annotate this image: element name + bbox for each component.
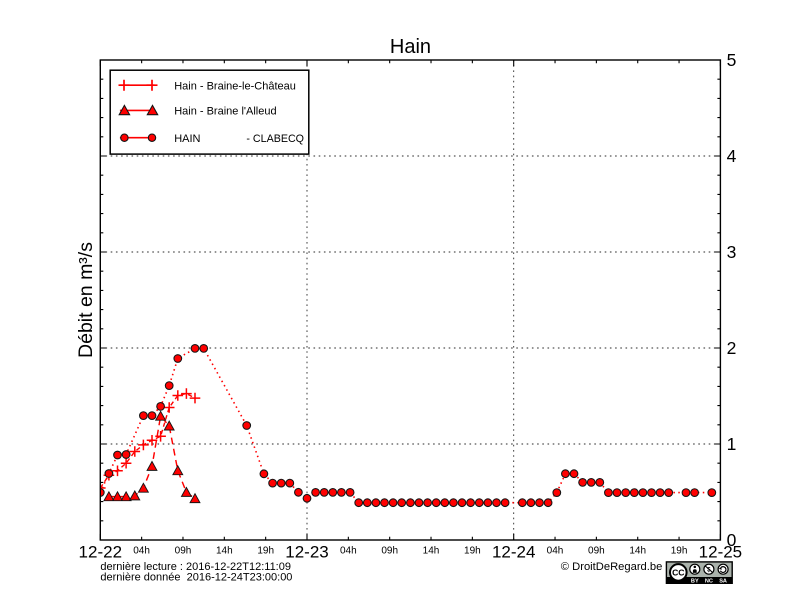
svg-text:HAIN: HAIN — [174, 133, 200, 145]
svg-text:04h: 04h — [133, 546, 150, 557]
svg-text:0: 0 — [727, 530, 737, 550]
svg-text:5: 5 — [727, 50, 737, 70]
svg-text:12-24: 12-24 — [492, 543, 535, 562]
svg-text:12-25: 12-25 — [699, 543, 742, 562]
svg-text:BY: BY — [691, 578, 699, 584]
svg-text:Hain - Braine l'Alleud: Hain - Braine l'Alleud — [174, 106, 276, 118]
svg-text:14h: 14h — [216, 546, 233, 557]
svg-text:dernière donnée 2016-12-24T23: dernière donnée 2016-12-24T23:00:00 — [100, 571, 292, 583]
svg-text:09h: 09h — [588, 546, 605, 557]
svg-text:1: 1 — [727, 434, 737, 454]
svg-text:Hain - Braine-le-Château: Hain - Braine-le-Château — [174, 81, 296, 93]
svg-text:3: 3 — [727, 242, 737, 262]
svg-text:$: $ — [707, 567, 711, 574]
svg-text:14h: 14h — [629, 546, 646, 557]
svg-text:CC: CC — [672, 568, 684, 578]
svg-text:14h: 14h — [423, 546, 440, 557]
svg-text:Hain: Hain — [390, 36, 431, 58]
svg-text:09h: 09h — [175, 546, 192, 557]
svg-text:04h: 04h — [340, 546, 357, 557]
svg-text:09h: 09h — [381, 546, 398, 557]
svg-text:4: 4 — [727, 146, 737, 166]
svg-text:19h: 19h — [671, 546, 688, 557]
svg-text:19h: 19h — [464, 546, 481, 557]
svg-text:12-23: 12-23 — [285, 543, 328, 562]
svg-text:12-22: 12-22 — [79, 543, 122, 562]
svg-text:- CLABECQ: - CLABECQ — [246, 133, 304, 145]
svg-text:SA: SA — [719, 578, 727, 584]
svg-text:04h: 04h — [547, 546, 564, 557]
svg-text:19h: 19h — [257, 546, 274, 557]
svg-text:2: 2 — [727, 338, 737, 358]
svg-text:Débit en m³/s: Débit en m³/s — [75, 242, 97, 358]
svg-text:dernière lecture : 2016-12-22T: dernière lecture : 2016-12-22T12:11:09 — [100, 561, 291, 573]
svg-text:© DroitDeRegard.be: © DroitDeRegard.be — [561, 561, 663, 573]
svg-text:NC: NC — [705, 578, 713, 584]
